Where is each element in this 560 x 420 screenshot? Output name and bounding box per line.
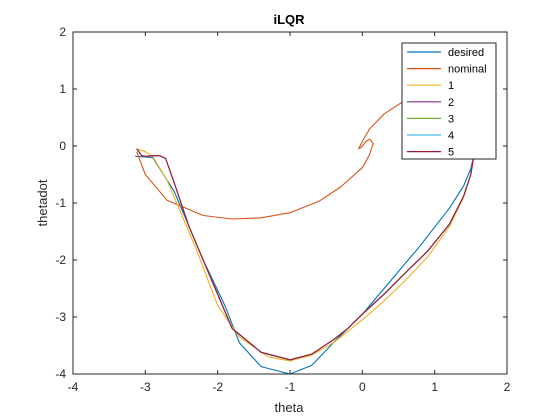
legend-label: nominal: [448, 64, 487, 76]
y-axis-label: thetadot: [35, 179, 50, 226]
y-tick-label: -4: [55, 367, 66, 381]
y-tick-label: -2: [55, 253, 66, 267]
series-line-5: [136, 148, 475, 361]
legend-label: 2: [448, 97, 454, 109]
legend-label: 4: [448, 130, 454, 142]
x-axis: -4 -3 -2 -1 0 1 2: [68, 32, 511, 394]
y-axis: -4 -3 -2 -1 0 1 2: [55, 25, 507, 381]
x-axis-label: theta: [275, 400, 305, 415]
x-tick-label: -2: [212, 380, 223, 394]
x-tick-label: 2: [504, 380, 511, 394]
x-tick-label: -1: [285, 380, 296, 394]
x-tick-label: 1: [431, 380, 438, 394]
chart-title: iLQR: [273, 12, 305, 27]
x-tick-label: -4: [68, 380, 79, 394]
legend-label: 3: [448, 113, 454, 125]
y-tick-label: 0: [59, 139, 66, 153]
legend-label: 5: [448, 147, 454, 159]
x-tick-label: 0: [359, 380, 366, 394]
y-tick-label: 2: [59, 25, 66, 39]
legend: desired nominal 1 2 3 4 5: [401, 42, 497, 160]
legend-items: desired nominal 1 2 3 4 5: [407, 47, 487, 159]
series-line-1: [136, 148, 475, 362]
legend-label: 1: [448, 80, 454, 92]
legend-label: desired: [448, 47, 484, 59]
y-tick-label: 1: [59, 82, 66, 96]
y-tick-label: -3: [55, 310, 66, 324]
legend-box: [401, 42, 497, 160]
plot-series-group: [135, 77, 477, 375]
x-tick-label: -3: [140, 380, 151, 394]
y-tick-label: -1: [55, 196, 66, 210]
